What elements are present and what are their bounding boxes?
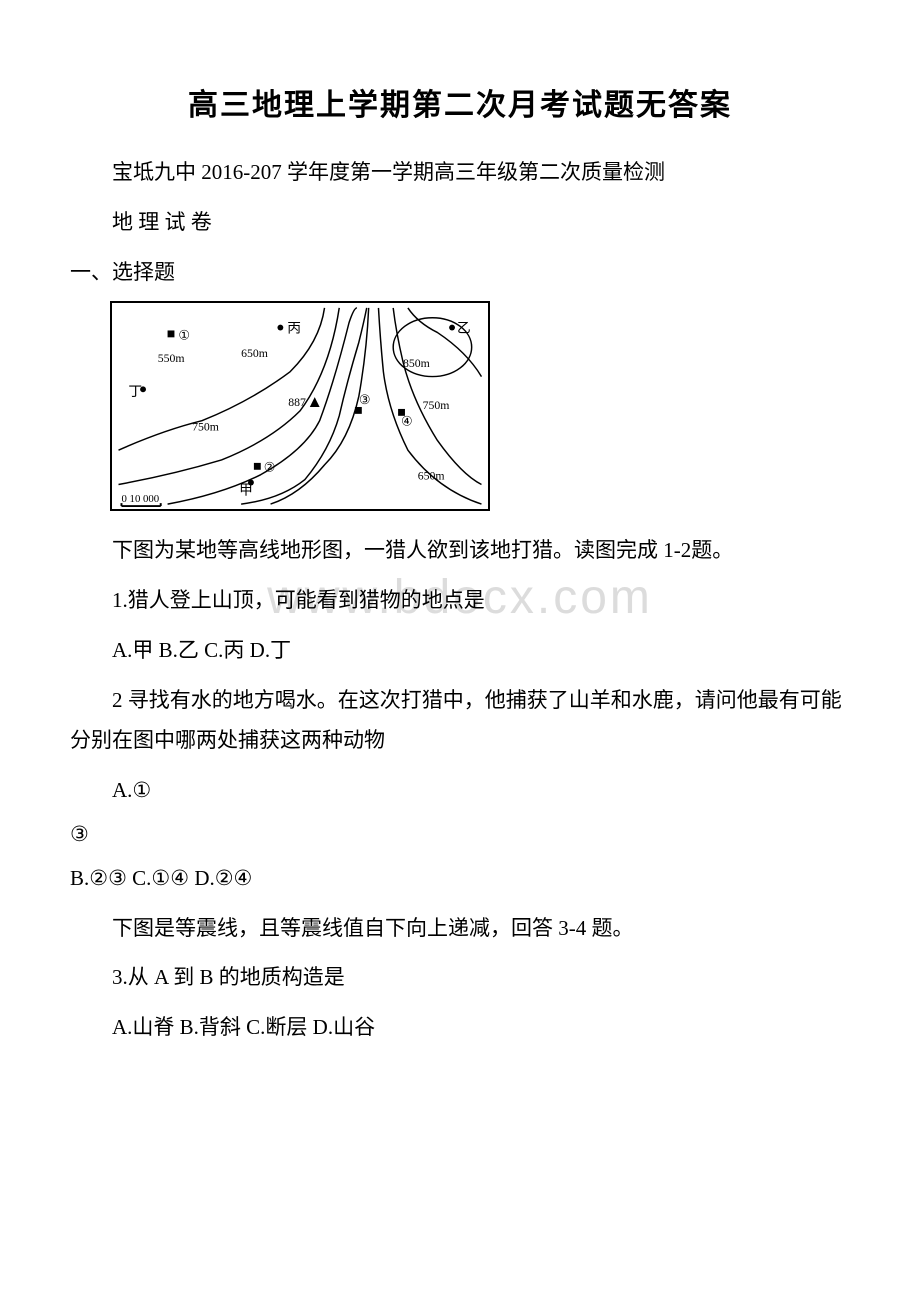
section-header: 一、选择题 [70, 254, 850, 292]
ding-label: 丁 [128, 385, 142, 400]
jia-label: 甲 [239, 483, 253, 498]
contour-svg: ① ② ③ ④ 丙 乙 丁 甲 887 550m 650m 750m 850m … [112, 303, 488, 509]
question-3: 3.从 A 到 B 的地质构造是 [70, 958, 850, 998]
subtitle-line: 宝坻九中 2016-207 学年度第一学期高三年级第二次质量检测 [70, 154, 850, 192]
c850-label: 850m [403, 357, 430, 370]
peak-triangle-icon [310, 398, 320, 408]
question-2-rest-options: B.②③ C.①④ D.②④ [70, 859, 850, 899]
intro-paragraph-2: 下图是等震线，且等震线值自下向上递减，回答 3-4 题。 [70, 909, 850, 949]
peak-label: 887 [288, 396, 306, 409]
bing-dot [277, 325, 283, 331]
page-title: 高三地理上学期第二次月考试题无答案 [70, 80, 850, 124]
content-wrapper: 高三地理上学期第二次月考试题无答案 宝坻九中 2016-207 学年度第一学期高… [70, 80, 850, 1048]
contour-ridge [271, 308, 369, 504]
question-3-options: A.山脊 B.背斜 C.断层 D.山谷 [70, 1008, 850, 1048]
intro-paragraph-1: 下图为某地等高线地形图，一猎人欲到该地打猎。读图完成 1-2题。 [70, 531, 850, 571]
question-1: 1.猎人登上山顶，可能看到猎物的地点是 [70, 581, 850, 621]
c650-right-label: 650m [418, 470, 445, 483]
marker1-label: ① [178, 329, 189, 343]
contour-map-diagram: ① ② ③ ④ 丙 乙 丁 甲 887 550m 650m 750m 850m … [110, 301, 490, 511]
question-2-option-a: A.① [70, 771, 850, 811]
question-2: 2 寻找有水的地方喝水。在这次打猎中，他捕获了山羊和水鹿，请问他最有可能分别在图… [70, 681, 850, 761]
c550-label: 550m [158, 352, 185, 365]
marker1-square [168, 331, 175, 338]
question-1-options: A.甲 B.乙 C.丙 D.丁 [70, 631, 850, 671]
subject-line: 地 理 试 卷 [70, 204, 850, 242]
c650-left-label: 650m [241, 347, 268, 360]
marker4-label: ④ [401, 415, 412, 429]
c750-right-label: 750m [423, 399, 450, 412]
c750-left-label: 750m [192, 421, 219, 434]
scale-label: 0 10 000 [121, 494, 159, 506]
yi-dot [449, 325, 455, 331]
yi-label: 乙 [457, 321, 471, 336]
contour-750-left [168, 308, 357, 504]
bing-label: 丙 [287, 321, 301, 336]
marker3-label: ③ [359, 393, 370, 407]
contour-650-left [119, 308, 340, 485]
question-2-circled-3: ③ [70, 815, 850, 855]
marker2-square [254, 463, 261, 470]
marker3-square [355, 407, 362, 414]
marker2-label: ② [264, 461, 275, 475]
